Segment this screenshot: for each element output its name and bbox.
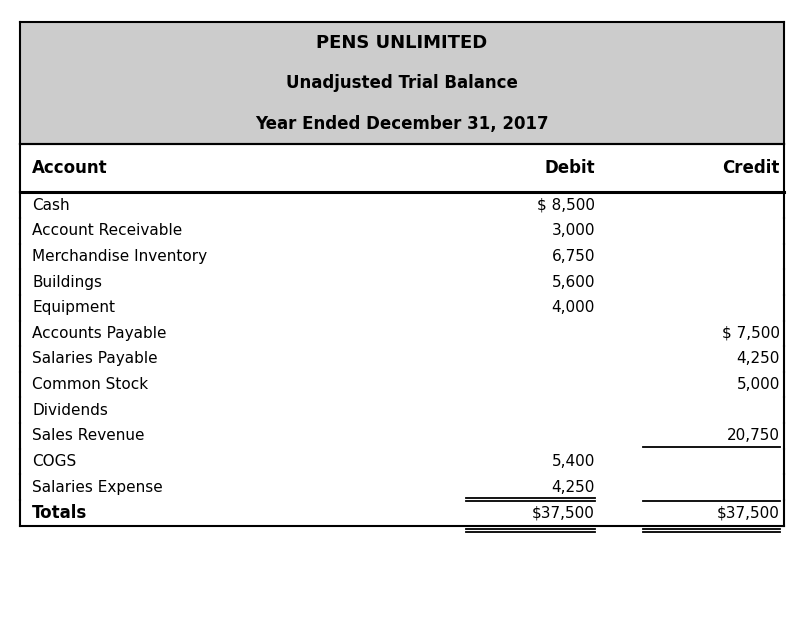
Bar (20, 449, 783, 474)
Text: 4,250: 4,250 (551, 479, 594, 495)
Text: Dividends: Dividends (32, 403, 108, 418)
Bar (20, 372, 783, 397)
Text: 5,600: 5,600 (551, 274, 594, 290)
Text: 4,250: 4,250 (736, 351, 779, 367)
Text: 5,000: 5,000 (736, 377, 779, 392)
Bar (20, 22, 783, 144)
Bar (20, 397, 783, 423)
Text: Cash: Cash (32, 197, 70, 213)
Text: $ 7,500: $ 7,500 (721, 326, 779, 341)
Bar (20, 423, 783, 449)
Text: Salaries Expense: Salaries Expense (32, 479, 163, 495)
Text: COGS: COGS (32, 454, 76, 469)
Bar (20, 500, 783, 526)
Bar (20, 244, 783, 269)
Text: Merchandise Inventory: Merchandise Inventory (32, 249, 207, 264)
Text: $ 8,500: $ 8,500 (536, 197, 594, 213)
Text: 3,000: 3,000 (551, 223, 594, 238)
Text: Debit: Debit (544, 159, 594, 178)
Text: Account Receivable: Account Receivable (32, 223, 182, 238)
Text: Salaries Payable: Salaries Payable (32, 351, 157, 367)
Bar (20, 192, 783, 218)
Text: $37,500: $37,500 (716, 505, 779, 520)
Text: Unadjusted Trial Balance: Unadjusted Trial Balance (286, 74, 517, 92)
Bar (20, 346, 783, 372)
Bar (20, 295, 783, 320)
Text: Common Stock: Common Stock (32, 377, 148, 392)
Text: $37,500: $37,500 (532, 505, 594, 520)
Text: 20,750: 20,750 (726, 428, 779, 444)
Text: Buildings: Buildings (32, 274, 102, 290)
Text: Credit: Credit (722, 159, 779, 178)
Bar (20, 144, 783, 192)
Bar (20, 218, 783, 244)
Text: Year Ended December 31, 2017: Year Ended December 31, 2017 (255, 115, 548, 133)
Text: Accounts Payable: Accounts Payable (32, 326, 166, 341)
Text: Totals: Totals (32, 504, 88, 522)
Text: Account: Account (32, 159, 108, 178)
Bar (20, 320, 783, 346)
Text: Equipment: Equipment (32, 300, 115, 315)
Bar (20, 474, 783, 500)
Bar (20, 269, 783, 295)
Text: Sales Revenue: Sales Revenue (32, 428, 145, 444)
Text: 5,400: 5,400 (551, 454, 594, 469)
Text: 6,750: 6,750 (551, 249, 594, 264)
Text: 4,000: 4,000 (551, 300, 594, 315)
Text: PENS UNLIMITED: PENS UNLIMITED (316, 34, 487, 52)
